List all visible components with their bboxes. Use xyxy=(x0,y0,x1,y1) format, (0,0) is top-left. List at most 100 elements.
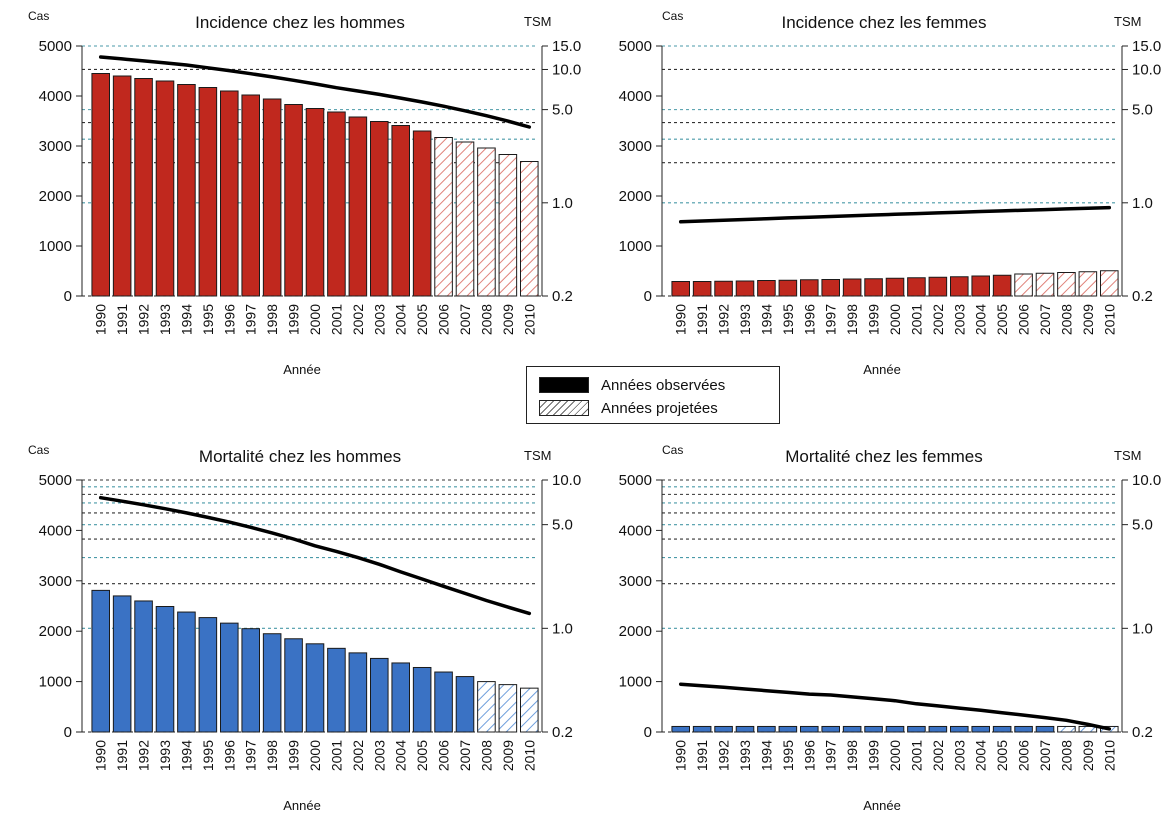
x-tick-label: 2001 xyxy=(908,740,924,771)
x-tick-label: 2000 xyxy=(307,304,323,335)
bar-observed xyxy=(412,130,432,297)
x-tick-label: 1995 xyxy=(780,304,796,335)
y-tick-label: 1000 xyxy=(619,238,652,255)
x-tick-label: 1993 xyxy=(737,740,753,771)
bar-observed xyxy=(950,276,969,297)
bar-observed xyxy=(305,108,325,297)
bar-projected xyxy=(434,137,453,297)
bar-observed xyxy=(992,725,1012,733)
chart-legend: Années observées Années projetées xyxy=(526,366,780,424)
x-tick-label: 1995 xyxy=(200,740,216,771)
x-tick-label: 2003 xyxy=(371,740,387,771)
x-tick-label: 2005 xyxy=(414,304,430,335)
legend-item-observed: Années observées xyxy=(539,375,725,395)
bar-observed xyxy=(112,75,132,297)
tsm-line xyxy=(98,55,532,129)
bar-observed xyxy=(155,606,175,733)
bar-observed xyxy=(391,125,410,297)
x-tick-label: 1994 xyxy=(178,304,194,335)
x-tick-label: 2005 xyxy=(994,740,1010,771)
bar-observed xyxy=(155,80,175,297)
y-tick-label: 1000 xyxy=(619,674,652,691)
x-tick-label: 2009 xyxy=(1080,304,1096,335)
bar-observed xyxy=(692,281,712,297)
bar-observed xyxy=(284,104,303,297)
x-tick-label: 1997 xyxy=(243,304,259,335)
bar-observed xyxy=(885,277,905,297)
y-left-label: Cas xyxy=(662,9,683,23)
bar-observed xyxy=(112,595,132,733)
legend-item-projected: Années projetées xyxy=(539,398,718,418)
bar-observed xyxy=(671,281,691,297)
x-tick-label: 1998 xyxy=(844,740,860,771)
x-tick-label: 1999 xyxy=(866,304,882,335)
right-tick-label: 10.0 xyxy=(1132,472,1161,489)
right-tick-label: 1.0 xyxy=(1132,195,1153,212)
bar-projected xyxy=(1078,725,1098,733)
right-tick-label: 0.2 xyxy=(1132,288,1153,305)
bar-observed xyxy=(134,78,153,297)
bar-observed xyxy=(885,725,905,733)
x-tick-label: 2006 xyxy=(1016,740,1032,771)
y-right-label: TSM xyxy=(524,14,551,29)
bar-observed xyxy=(198,87,218,297)
bar-observed xyxy=(800,725,819,733)
bar-observed xyxy=(735,725,755,733)
chart-panel-4: 0 1000 2000 3000 4000 5000 0.2 1.0 5.0 10.0 Cas TSM… xyxy=(619,443,1162,813)
bar-projected xyxy=(1057,725,1076,733)
y-left-label: Cas xyxy=(662,443,683,457)
bar-observed xyxy=(842,278,862,297)
x-tick-label: 1998 xyxy=(264,740,280,771)
bar-observed xyxy=(950,725,969,733)
right-tick-label: 1.0 xyxy=(552,620,573,637)
y-tick-label: 4000 xyxy=(39,88,72,105)
x-tick-label: 1998 xyxy=(844,304,860,335)
x-tick-label: 1996 xyxy=(221,304,237,335)
bar-observed xyxy=(821,279,841,297)
bar-observed xyxy=(455,676,475,733)
bar-observed xyxy=(305,643,325,733)
bar-observed xyxy=(714,725,733,733)
right-tick-label: 15.0 xyxy=(1132,38,1161,55)
chart-title: Incidence chez les femmes xyxy=(781,13,986,32)
right-tick-label: 0.2 xyxy=(1132,724,1153,741)
bar-projected xyxy=(1100,270,1119,297)
x-tick-label: 1991 xyxy=(694,304,710,335)
bar-observed xyxy=(671,725,691,733)
chart-title: Mortalité chez les femmes xyxy=(785,447,982,466)
x-tick-label: 1995 xyxy=(780,740,796,771)
y-tick-label: 2000 xyxy=(619,188,652,205)
x-tick-label: 2002 xyxy=(350,304,366,335)
tsm-line xyxy=(98,495,532,616)
chart-panel-2: 0 1000 2000 3000 4000 5000 0.2 1.0 5.0 10.0 15.0 Ca… xyxy=(619,9,1162,377)
bar-observed xyxy=(370,121,389,297)
bar-observed xyxy=(134,600,153,733)
x-tick-label: 2007 xyxy=(1037,304,1053,335)
bar-observed xyxy=(778,279,798,297)
y-left-label: Cas xyxy=(28,443,49,457)
bar-observed xyxy=(1014,725,1033,733)
y-tick-label: 5000 xyxy=(39,38,72,55)
x-axis-label: Année xyxy=(283,362,321,377)
y-tick-label: 1000 xyxy=(39,674,72,691)
right-tick-label: 10.0 xyxy=(552,472,581,489)
x-tick-label: 2010 xyxy=(1101,740,1117,771)
bar-observed xyxy=(262,98,282,297)
bar-observed xyxy=(1035,725,1055,733)
y-tick-label: 4000 xyxy=(619,88,652,105)
bar-observed xyxy=(434,671,453,733)
bar-projected xyxy=(1035,272,1055,297)
bar-observed xyxy=(241,94,261,297)
y-left-label: Cas xyxy=(28,9,49,23)
right-tick-label: 10.0 xyxy=(1132,61,1161,78)
bar-observed xyxy=(412,666,432,733)
x-tick-label: 1990 xyxy=(673,740,689,771)
x-tick-label: 2008 xyxy=(478,740,494,771)
bar-observed xyxy=(220,90,239,297)
x-tick-label: 1992 xyxy=(716,304,732,335)
x-tick-label: 2010 xyxy=(1101,304,1117,335)
x-tick-label: 1999 xyxy=(286,304,302,335)
bar-observed xyxy=(262,633,282,733)
x-tick-label: 2006 xyxy=(1016,304,1032,335)
x-axis-label: Année xyxy=(283,798,321,813)
